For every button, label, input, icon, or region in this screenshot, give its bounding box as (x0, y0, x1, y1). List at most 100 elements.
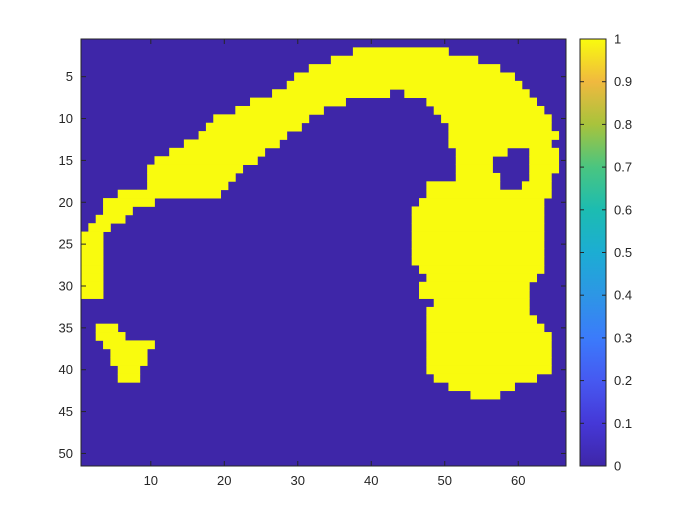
heatmap-cell-run (272, 89, 391, 99)
heatmap-cell-run (154, 156, 258, 165)
heatmap-cell-run (529, 147, 560, 157)
heatmap-cell-run (103, 198, 155, 207)
y-tick-label: 5 (66, 69, 73, 84)
heatmap-cell-run (308, 64, 501, 73)
heatmap-cell-run (411, 206, 545, 216)
heatmap-cell-run (235, 105, 324, 115)
heatmap-cell-run (250, 97, 346, 107)
heatmap-cell-run (88, 223, 111, 232)
y-tick-label: 40 (59, 362, 73, 377)
heatmap-cell-run (448, 139, 552, 149)
colorbar: 0 0.1 0.2 0.3 0.4 0.5 0.6 0.7 0.8 0.9 1 (579, 32, 632, 474)
heatmap-cell-run (426, 323, 545, 333)
heatmap-cell-run (426, 365, 552, 375)
x-tick-label: 30 (291, 473, 305, 488)
heatmap-cell-run (426, 340, 552, 350)
heatmap-cell-run (455, 147, 508, 157)
colorbar-tick-label: 0.3 (614, 330, 632, 345)
heatmap-cell-run (433, 298, 530, 308)
heatmap-cell-run (419, 198, 545, 207)
heatmap-cell-run (470, 390, 501, 400)
heatmap-cell-run (117, 365, 141, 375)
heatmap-cell-run (426, 357, 552, 366)
heatmap-cell-run (455, 156, 493, 165)
heatmap-cell-run (147, 164, 244, 174)
heatmap-cell-run (419, 281, 530, 291)
heatmap-cell-run (426, 348, 552, 358)
heatmap-cell-run (183, 139, 280, 149)
y-tick-label: 25 (59, 237, 73, 252)
y-tick-label: 20 (59, 195, 73, 210)
colorbar-tick-label: 0.9 (614, 74, 632, 89)
heatmap-cell-run (426, 273, 538, 283)
heatmap-cell-run (81, 273, 104, 283)
heatmap-cell-run (81, 239, 104, 249)
heatmap-cell-run (411, 214, 545, 224)
heatmap-cell-run (411, 239, 545, 249)
heatmap-cell-run (330, 55, 479, 65)
heatmap-cell-run (110, 357, 148, 366)
heatmap-cell-run (448, 122, 552, 132)
colorbar-tick-label: 0.6 (614, 202, 632, 217)
heatmap-cell-run (426, 181, 501, 191)
heatmap-cell-run (419, 290, 530, 299)
heatmap-cell-run (352, 47, 449, 57)
heatmap-cell-run (441, 114, 552, 124)
y-tick-label: 15 (59, 153, 73, 168)
heatmap-cell-run (411, 256, 545, 266)
heatmap-cell-run (81, 248, 104, 258)
x-tick-label: 60 (511, 473, 525, 488)
heatmap-cell-run (81, 256, 104, 266)
heatmap-cell-run (426, 332, 552, 341)
y-tick-label: 30 (59, 278, 73, 293)
heatmap-cell-run (404, 89, 530, 99)
y-tick-label: 50 (59, 446, 73, 461)
y-tick-label: 45 (59, 404, 73, 419)
heatmap-plot-area: 10 20 30 40 50 60 5 10 15 20 25 30 35 40 45 50 (59, 38, 567, 488)
y-axis: 5 10 15 20 25 30 35 40 45 50 (59, 69, 566, 461)
x-tick-label: 20 (217, 473, 231, 488)
colorbar-tick-label: 0.8 (614, 117, 632, 132)
heatmap-cell-run (529, 164, 560, 174)
heatmap-cell-run (433, 373, 538, 383)
colorbar-tick-label: 0.5 (614, 245, 632, 260)
heatmap-cell-run (426, 97, 538, 107)
heatmap-cell-run (426, 306, 530, 316)
heatmap-cell-run (81, 231, 104, 241)
heatmap-cell-run (95, 323, 119, 333)
heatmap-cell-run (213, 114, 310, 124)
heatmap-cell-run (286, 80, 523, 90)
heatmap-cell-run (426, 315, 538, 325)
heatmap-cell-run (147, 172, 236, 182)
heatmap-axes-box (80, 38, 567, 467)
heatmap-cell-run (95, 214, 126, 224)
x-tick-label: 40 (364, 473, 378, 488)
colorbar-gradient (579, 38, 607, 467)
colorbar-tick-label: 0.2 (614, 373, 632, 388)
colorbar-tick-label: 1 (614, 32, 621, 47)
heatmap-cell-run (95, 332, 126, 341)
heatmap-cell-run (448, 131, 560, 140)
heatmap-cell-run (117, 373, 141, 383)
heatmap-cell-run (110, 348, 148, 358)
heatmap-cell-run (169, 147, 266, 157)
y-tick-label: 35 (59, 320, 73, 335)
heatmap-cell-run (117, 189, 222, 199)
heatmap-cell-run (81, 265, 104, 274)
heatmap-cell-run (433, 105, 545, 115)
heatmap-cell-run (521, 181, 552, 191)
heatmap-cell-run (147, 181, 229, 191)
heatmap-cell-run (455, 172, 501, 182)
heatmap-cell-run (205, 122, 302, 132)
heatmap-cell-run (529, 172, 552, 182)
colorbar-tick-label: 0.4 (614, 288, 632, 303)
heatmap-cell-run (529, 156, 560, 165)
heatmap-cell-run (426, 189, 552, 199)
y-tick-label: 10 (59, 111, 73, 126)
colorbar-tick-label: 0 (614, 459, 621, 474)
heatmap-cell-run (198, 131, 288, 140)
heatmap-cell-run (419, 265, 545, 274)
colorbar-tick-label: 0.7 (614, 160, 632, 175)
heatmap-cell-run (103, 206, 133, 216)
